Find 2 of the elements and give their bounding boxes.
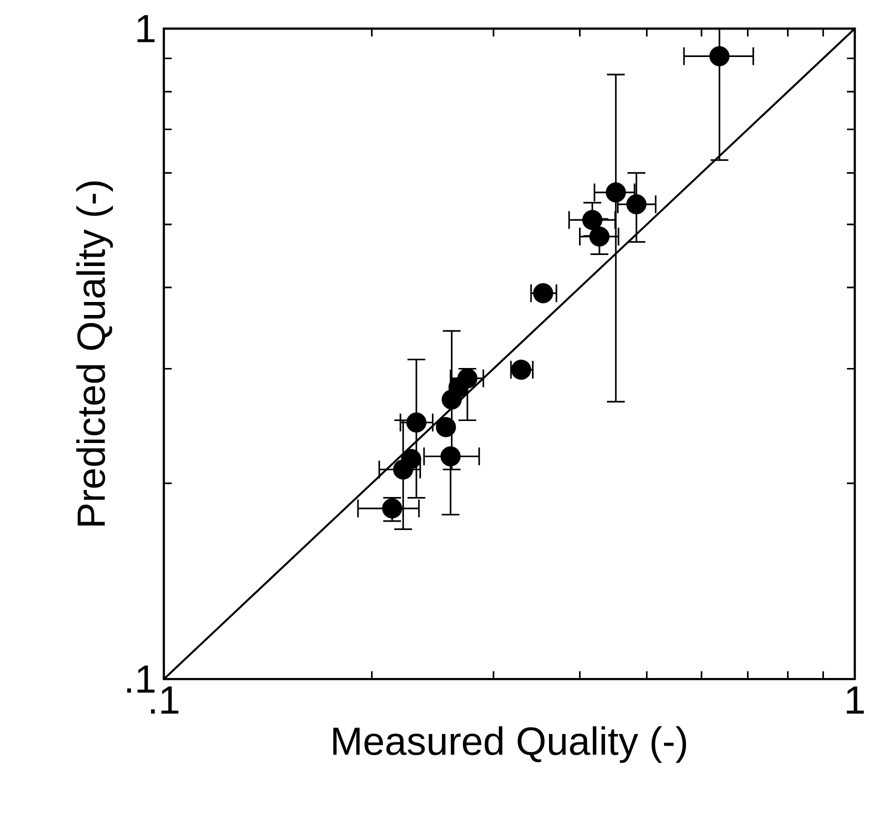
y-axis-title: Predicted Quality (-)	[76, 181, 113, 526]
x-axis-title: Measured Quality (-)	[333, 726, 686, 763]
